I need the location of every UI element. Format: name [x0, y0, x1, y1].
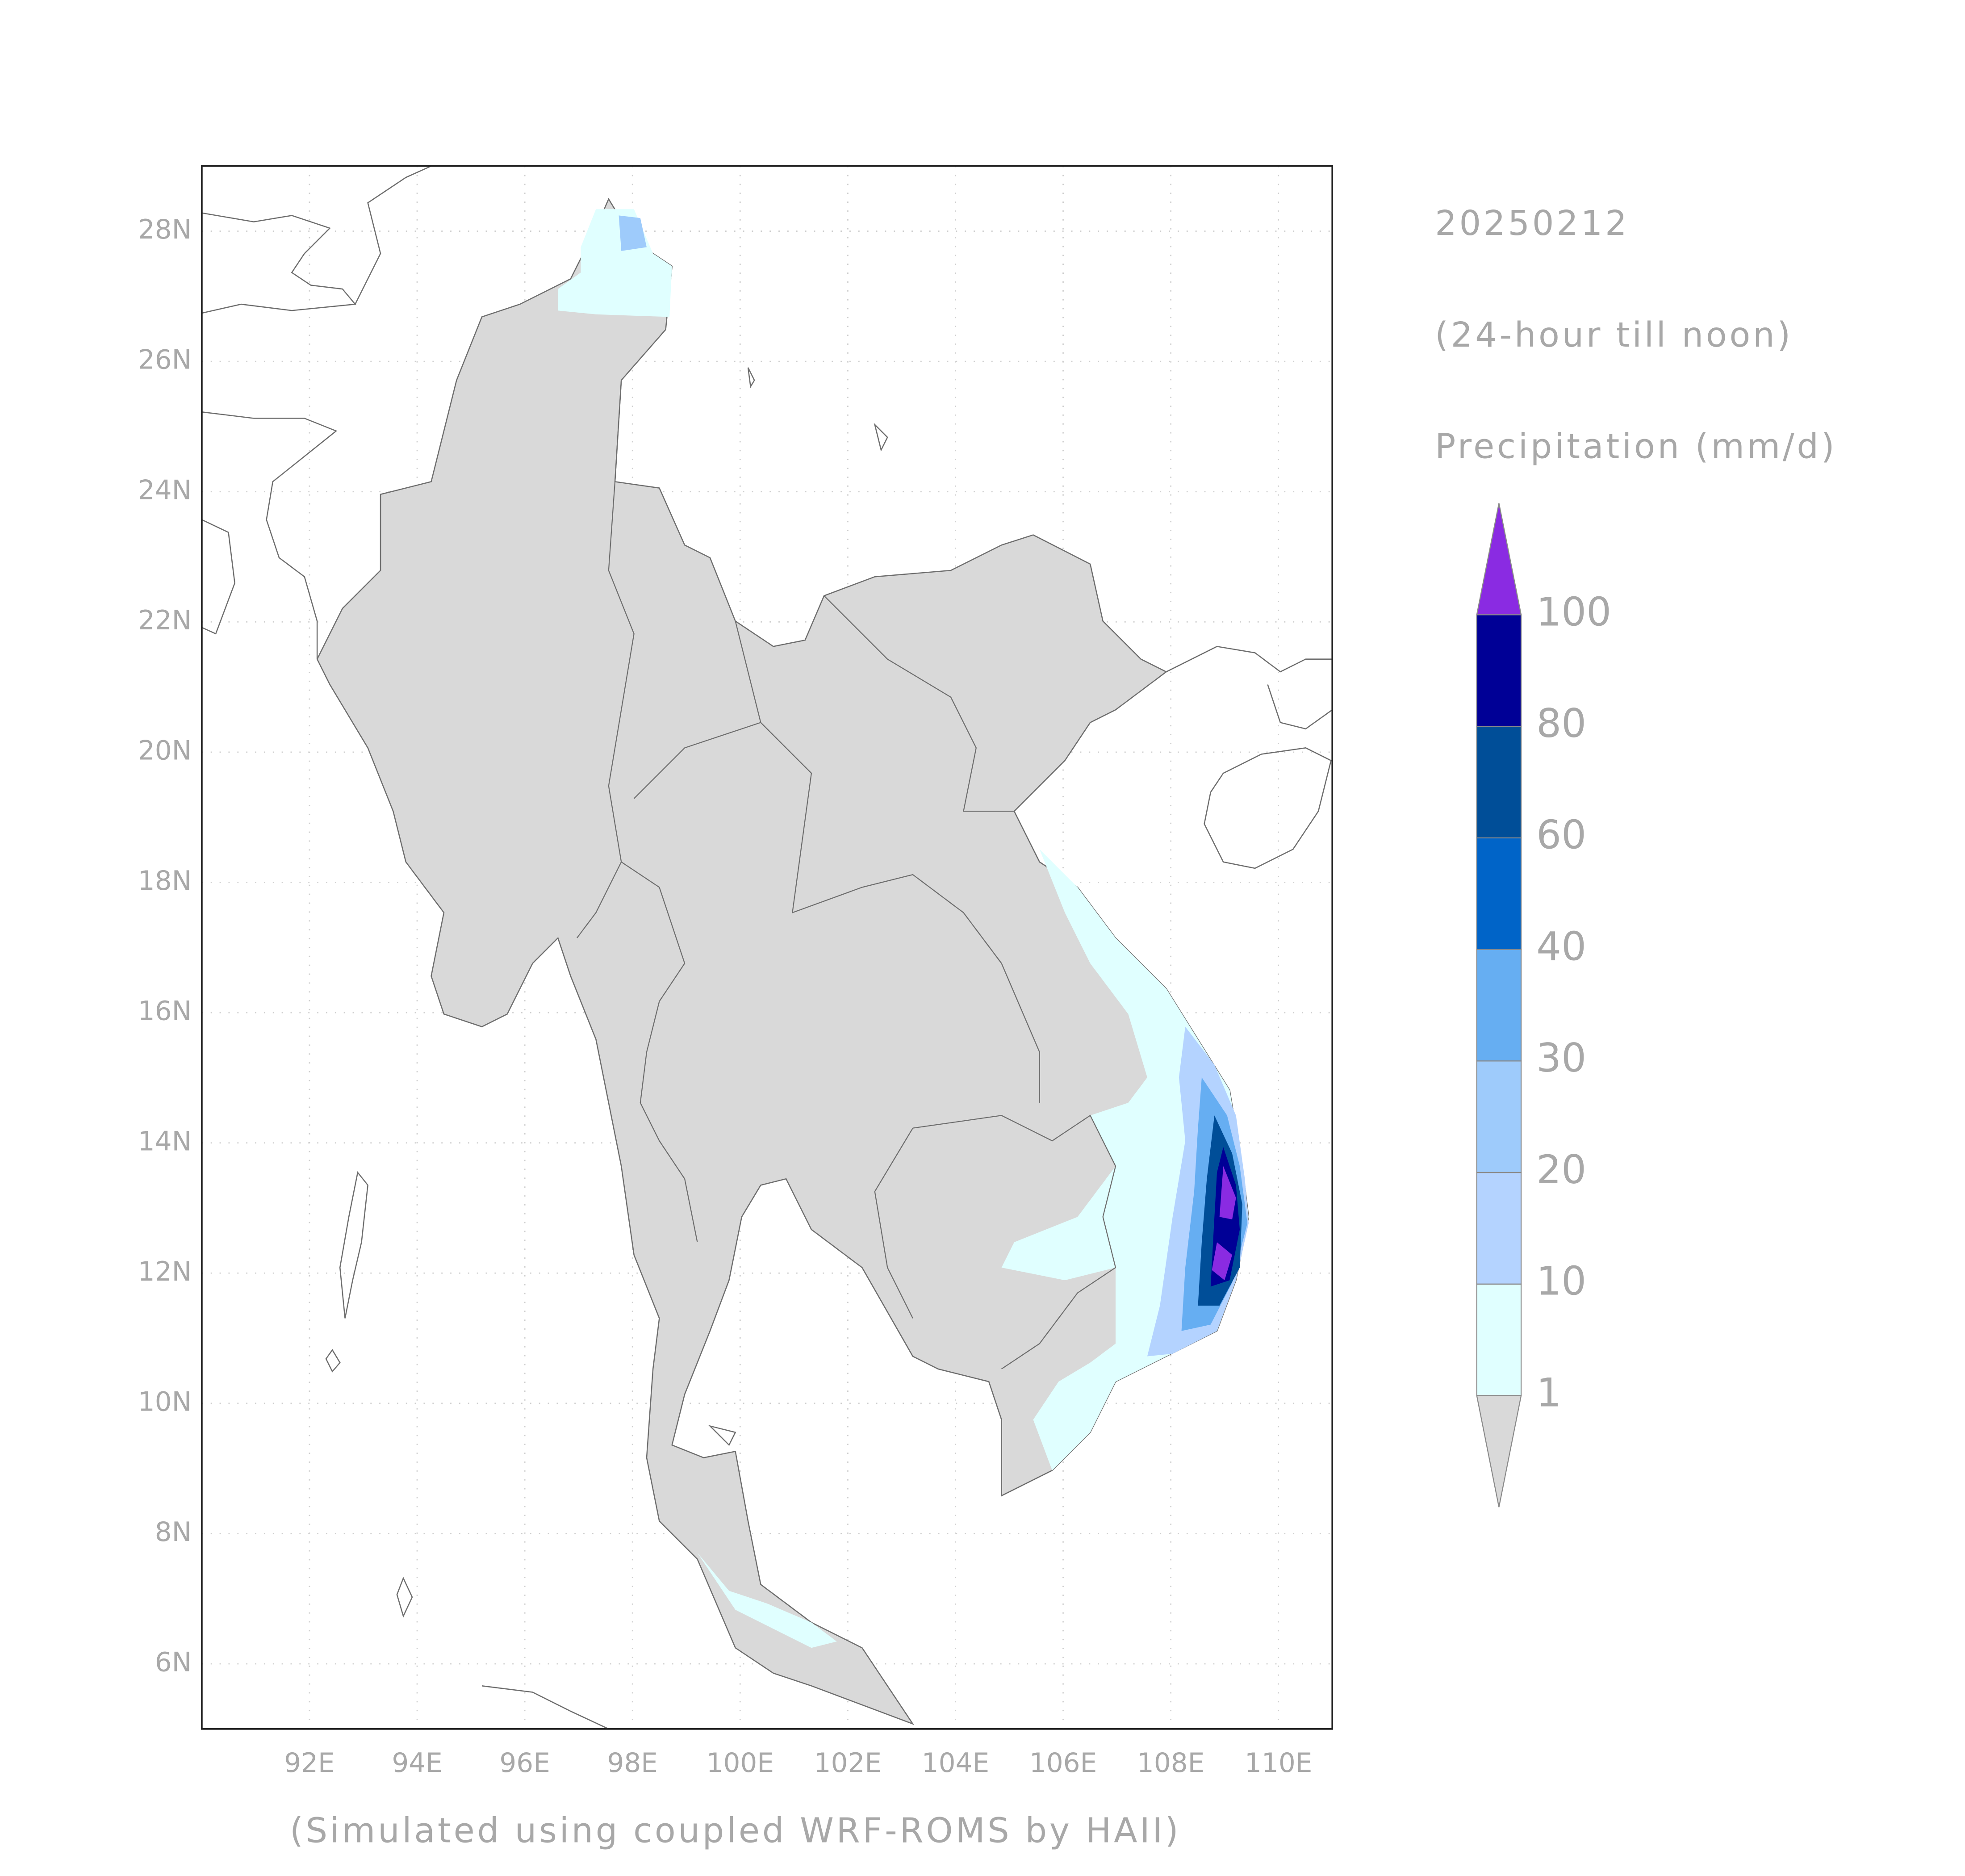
x-tick-label: 96E — [499, 1748, 550, 1779]
coastlines — [201, 165, 1333, 1729]
x-tick-label: 108E — [1137, 1748, 1204, 1779]
colorbar-label: 100 — [1536, 589, 1611, 635]
annotation: Precipitation (mm/d) — [1435, 427, 1837, 467]
colorbar-segment — [1476, 949, 1522, 1062]
coastline — [201, 519, 235, 635]
y-tick-label: 10N — [138, 1386, 192, 1417]
x-tick-label: 94E — [392, 1748, 442, 1779]
y-tick-label: 6N — [155, 1647, 192, 1678]
border — [874, 1114, 1116, 1369]
colorbar-label: 30 — [1536, 1035, 1586, 1081]
map-frame — [201, 165, 1334, 1730]
mainland — [316, 197, 1250, 1725]
x-tick-label: 106E — [1029, 1748, 1097, 1779]
annotation: (24-hour till noon) — [1435, 315, 1793, 355]
border — [735, 595, 1014, 812]
border — [576, 380, 635, 938]
y-tick-label: 24N — [138, 475, 192, 506]
x-tick-label: 104E — [922, 1748, 989, 1779]
coastline — [201, 165, 432, 659]
colorbar-segment — [1476, 725, 1522, 838]
colorbar-extend-high — [1476, 503, 1522, 616]
colorbar-label: 10 — [1536, 1258, 1586, 1304]
colorbar-extend-low — [1476, 1395, 1522, 1508]
y-tick-label: 20N — [138, 735, 192, 766]
annotation: 20250212 — [1435, 204, 1629, 243]
y-tick-label: 26N — [138, 345, 192, 376]
y-tick-label: 28N — [138, 214, 192, 245]
x-tick-label: 110E — [1245, 1748, 1312, 1779]
y-tick-label: 12N — [138, 1256, 192, 1287]
colorbar-label: 80 — [1536, 700, 1586, 746]
colorbar-segment — [1476, 614, 1522, 727]
coastline — [481, 367, 888, 1729]
y-tick-label: 8N — [155, 1517, 192, 1548]
y-tick-label: 22N — [138, 605, 192, 636]
rain-area — [1212, 1166, 1236, 1281]
colorbar-label: 40 — [1536, 923, 1586, 969]
border — [633, 722, 1040, 1103]
rain-area — [697, 1553, 837, 1648]
y-tick-label: 16N — [138, 996, 192, 1027]
colorbar-segment — [1476, 837, 1522, 950]
coastline — [1166, 645, 1333, 730]
x-tick-label: 102E — [814, 1748, 882, 1779]
colorbar-label: 20 — [1536, 1147, 1586, 1193]
colorbar-label: 60 — [1536, 812, 1586, 858]
y-tick-label: 14N — [138, 1126, 192, 1157]
coastline — [325, 1171, 413, 1618]
coastline — [1204, 747, 1332, 869]
colorbar-segment — [1476, 1172, 1522, 1285]
colorbar-label: 1 — [1536, 1369, 1561, 1415]
rain-area — [558, 209, 672, 317]
borders — [576, 380, 1116, 1369]
axes: 92E 94E 96E 98E 100E 102E 104E 106E 108E 110E 6N 8N… — [138, 214, 1313, 1779]
rain-area — [619, 215, 647, 251]
colorbar-segment — [1476, 1060, 1522, 1173]
coastline — [201, 212, 356, 314]
y-tick-label: 18N — [138, 866, 192, 896]
x-tick-label: 100E — [707, 1748, 774, 1779]
x-tick-label: 92E — [284, 1748, 334, 1779]
x-tick-label: 98E — [607, 1748, 657, 1779]
colorbar: 1 10 20 30 40 60 80 100 — [1476, 503, 1611, 1508]
credit: (Simulated using coupled WRF-ROMS by HAI… — [290, 1811, 1181, 1851]
border — [621, 861, 698, 1243]
precipitation — [558, 209, 1249, 1648]
land — [316, 197, 1250, 1725]
colorbar-segment — [1476, 1283, 1522, 1396]
